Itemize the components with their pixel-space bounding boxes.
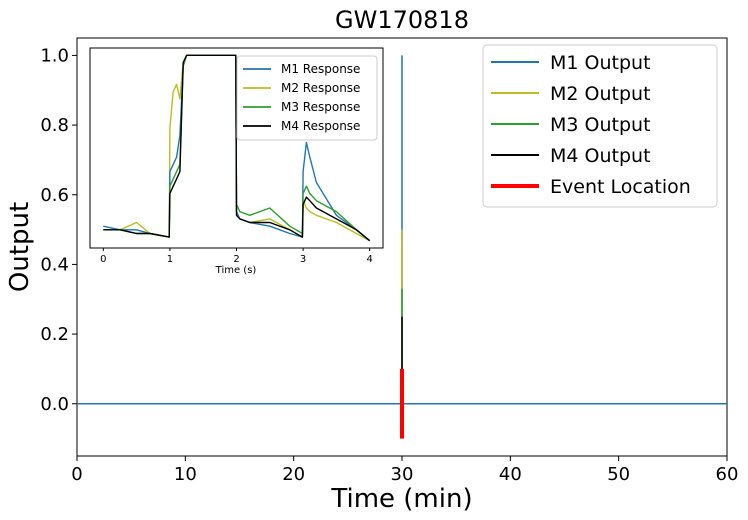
inset-legend-label: M3 Response: [281, 100, 360, 114]
main-y-tick-label: 0.8: [40, 115, 69, 136]
inset-legend-label: M4 Response: [281, 119, 360, 133]
main-y-tick-label: 0.6: [40, 185, 69, 206]
main-x-tick-label: 40: [499, 464, 522, 485]
main-legend-label: M3 Output: [550, 114, 651, 136]
main-y-axis-label: Output: [5, 202, 35, 292]
inset-x-axis-label: Time (s): [215, 265, 257, 276]
inset-legend-label: M1 Response: [281, 62, 360, 76]
main-x-tick-label: 30: [391, 464, 414, 485]
main-x-tick-label: 0: [71, 464, 82, 485]
main-x-axis-label: Time (min): [330, 484, 472, 514]
inset-x-axis: 0 1 2 3 4: [100, 248, 373, 265]
inset-x-tick-label: 4: [366, 254, 372, 265]
main-legend-box: [482, 44, 718, 208]
main-y-tick-label: 0.2: [40, 324, 69, 345]
main-y-tick-label: 1.0: [40, 45, 69, 66]
inset-x-tick-label: 0: [100, 254, 106, 265]
main-plot-series: [77, 55, 727, 439]
inset-legend-label: M2 Response: [281, 81, 360, 95]
main-x-tick-label: 50: [607, 464, 630, 485]
main-legend-label: Event Location: [550, 176, 691, 198]
main-legend-label: M1 Output: [550, 52, 651, 74]
main-y-tick-label: 0.0: [40, 394, 69, 415]
inset-x-tick-label: 1: [167, 254, 173, 265]
m4-response-line: [103, 54, 371, 242]
inset-plot-series: [103, 54, 371, 242]
chart-title: GW170818: [335, 6, 469, 34]
main-legend-label: M4 Output: [550, 145, 651, 167]
main-x-tick-label: 20: [282, 464, 305, 485]
inset-legend-box: [236, 55, 378, 141]
main-legend-label: M2 Output: [550, 83, 651, 105]
main-x-tick-label: 10: [174, 464, 197, 485]
main-y-tick-label: 0.4: [40, 254, 69, 275]
main-x-tick-label: 60: [716, 464, 739, 485]
main-y-axis: 0.0 0.2 0.4 0.6 0.8 1.0: [40, 45, 77, 415]
main-legend: M1 Output M2 Output M3 Output M4 Output Even…: [482, 44, 718, 208]
main-x-axis: 0 10 20 30 40 50 60: [71, 456, 738, 485]
inset-legend: M1 Response M2 Response M3 Response M4 Resp…: [236, 55, 378, 141]
inset-x-tick-label: 2: [233, 254, 239, 265]
inset-chart: 0 1 2 3 4 Time (s) M1 Response M2 Response M3 …: [89, 47, 384, 276]
inset-x-tick-label: 3: [300, 254, 306, 265]
